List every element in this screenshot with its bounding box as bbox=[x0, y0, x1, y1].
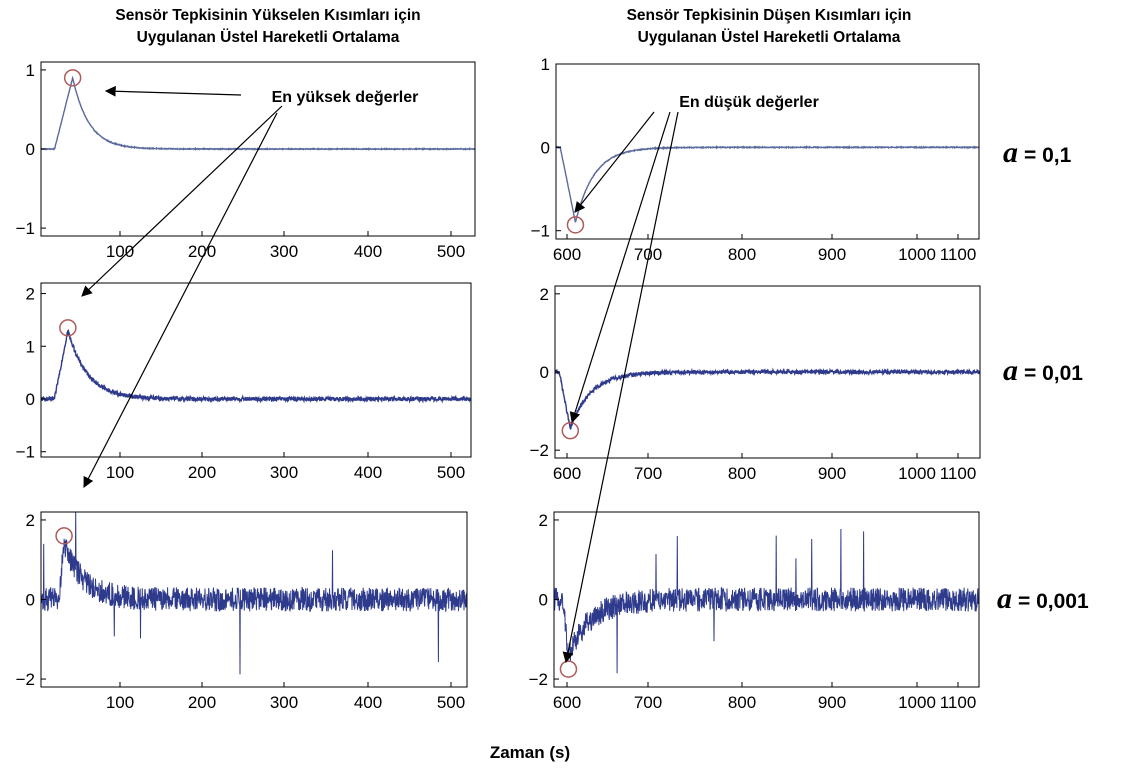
x-tick-label: 400 bbox=[354, 463, 382, 482]
x-tick-label: 700 bbox=[634, 693, 662, 712]
x-tick-label: 100 bbox=[106, 242, 134, 261]
annotation-troughs: En düşük değerler bbox=[679, 94, 819, 111]
extremum-marker bbox=[59, 319, 77, 337]
y-tick-label: 2 bbox=[26, 285, 35, 304]
x-tick-label: 600 bbox=[553, 245, 581, 264]
x-tick-label: 700 bbox=[634, 464, 662, 483]
alpha-value: = 0,1 bbox=[1024, 144, 1072, 167]
series-line bbox=[554, 528, 979, 674]
col-title-right-line2: Uygulanan Üstel Hareketli Ortalama bbox=[638, 29, 901, 46]
x-tick-label: 1100 bbox=[940, 245, 977, 264]
y-tick-label: 0 bbox=[539, 591, 548, 610]
col-title-right-line1: Sensör Tepkisinin Düşen Kısımları için bbox=[627, 7, 912, 24]
alpha-label-row-1: a = 0,1 bbox=[1003, 136, 1072, 169]
y-tick-label: 0 bbox=[26, 140, 35, 159]
x-tick-label: 1000 bbox=[898, 464, 936, 483]
y-tick-label: 1 bbox=[541, 55, 550, 74]
plot-frame bbox=[40, 282, 472, 458]
y-tick-label: −1 bbox=[531, 222, 550, 241]
x-tick-label: 1000 bbox=[898, 245, 936, 264]
panel-0-1: 600 700 800 900 1000 1100 1 0 −1 bbox=[531, 55, 980, 264]
x-tick-label: 800 bbox=[728, 464, 756, 483]
x-tick-label: 700 bbox=[634, 245, 662, 264]
panel-2-0: 100 200 300 400 500 2 0 −2 bbox=[16, 511, 468, 712]
annotation-arrow bbox=[83, 112, 278, 488]
alpha-value: = 0,01 bbox=[1024, 362, 1083, 385]
col-title-left-line1: Sensör Tepkisinin Yükselen Kısımları içi… bbox=[115, 7, 420, 24]
annotation-arrow bbox=[574, 111, 655, 213]
y-tick-label: 2 bbox=[539, 511, 548, 530]
alpha-symbol: a bbox=[997, 582, 1012, 615]
alpha-symbol: a bbox=[1003, 354, 1018, 387]
x-tick-label: 500 bbox=[437, 693, 465, 712]
series-line bbox=[41, 329, 471, 404]
x-tick-label: 600 bbox=[553, 464, 581, 483]
x-tick-label: 900 bbox=[818, 464, 846, 483]
y-tick-label: 0 bbox=[26, 591, 35, 610]
x-tick-label: 500 bbox=[437, 463, 465, 482]
y-tick-label: 0 bbox=[26, 390, 35, 409]
series-line bbox=[41, 512, 467, 675]
alpha-label-row-2: a = 0,01 bbox=[1003, 354, 1083, 387]
x-tick-label: 300 bbox=[270, 463, 298, 482]
x-tick-label: 800 bbox=[728, 693, 756, 712]
y-tick-label: −2 bbox=[530, 441, 549, 460]
plot-frame bbox=[555, 63, 980, 240]
x-tick-label: 900 bbox=[818, 245, 846, 264]
annotation-arrow bbox=[81, 105, 283, 297]
col-title-left-line2: Uygulanan Üstel Hareketli Ortalama bbox=[137, 29, 400, 46]
x-tick-label: 300 bbox=[270, 693, 298, 712]
y-tick-label: −2 bbox=[16, 670, 35, 689]
y-tick-label: 1 bbox=[26, 61, 35, 80]
x-tick-label: 200 bbox=[188, 463, 216, 482]
x-tick-label: 900 bbox=[818, 693, 846, 712]
panel-2-1: 600 700 800 900 1000 1100 2 0 −2 bbox=[529, 511, 980, 712]
alpha-value: = 0,001 bbox=[1018, 590, 1089, 613]
series-line bbox=[556, 145, 979, 223]
x-tick-label: 400 bbox=[354, 693, 382, 712]
annotation-arrows bbox=[81, 85, 679, 664]
x-tick-label: 500 bbox=[437, 242, 465, 261]
alpha-symbol: a bbox=[1003, 136, 1018, 169]
x-tick-label: 100 bbox=[106, 693, 134, 712]
x-tick-label: 100 bbox=[106, 463, 134, 482]
y-tick-label: −2 bbox=[529, 670, 548, 689]
y-tick-label: −1 bbox=[16, 443, 35, 462]
y-tick-label: 0 bbox=[540, 363, 549, 382]
x-tick-label: 400 bbox=[354, 242, 382, 261]
panel-1-0: 100 200 300 400 500 2 1 0 −1 bbox=[16, 282, 472, 482]
annotation-arrow bbox=[562, 111, 679, 664]
annotation-arrow bbox=[569, 111, 671, 424]
x-tick-label: 1100 bbox=[940, 693, 977, 712]
annotation-peaks: En yüksek değerler bbox=[272, 89, 419, 106]
x-tick-label: 1100 bbox=[940, 464, 977, 483]
y-tick-label: 0 bbox=[541, 138, 550, 157]
x-tick-label: 800 bbox=[728, 245, 756, 264]
panel-0-0: 100 200 300 400 500 1 0 −1 bbox=[16, 61, 476, 261]
annotation-arrow bbox=[104, 85, 242, 97]
series-line bbox=[555, 367, 980, 431]
y-tick-label: 2 bbox=[26, 511, 35, 530]
y-tick-label: 1 bbox=[26, 337, 35, 356]
x-tick-label: 600 bbox=[553, 693, 581, 712]
x-tick-label: 300 bbox=[270, 242, 298, 261]
x-axis-label: Zaman (s) bbox=[490, 743, 570, 762]
panel-1-1: 600 700 800 900 1000 1100 2 0 −2 bbox=[530, 285, 981, 483]
x-tick-label: 200 bbox=[188, 242, 216, 261]
extremum-marker bbox=[55, 527, 73, 545]
extremum-marker bbox=[566, 216, 585, 234]
x-tick-label: 200 bbox=[188, 693, 216, 712]
extremum-marker bbox=[63, 69, 82, 87]
x-tick-label: 1000 bbox=[898, 693, 936, 712]
alpha-label-row-3: a = 0,001 bbox=[997, 582, 1089, 615]
y-tick-label: 2 bbox=[540, 285, 549, 304]
extremum-marker bbox=[559, 660, 578, 678]
y-tick-label: −1 bbox=[16, 219, 35, 238]
